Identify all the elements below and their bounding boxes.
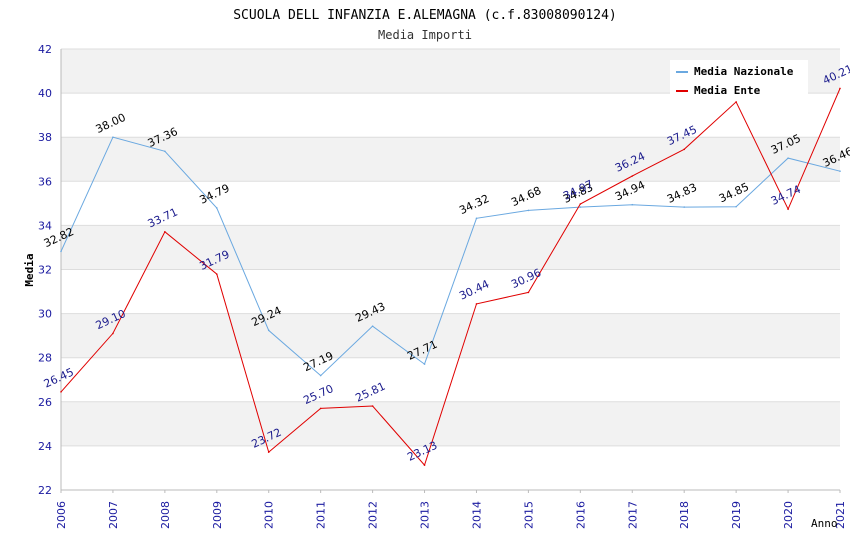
data-point (112, 332, 114, 335)
data-point (423, 464, 426, 466)
series-line-media-ente (60, 88, 841, 467)
data-label: 34.85 (717, 180, 751, 205)
y-tick-label: 34 (38, 219, 52, 232)
x-tick-label: 2013 (419, 501, 432, 529)
data-label: 34.68 (509, 184, 543, 209)
y-tick-label: 30 (38, 308, 52, 321)
grid-band (61, 225, 840, 270)
data-point (527, 291, 530, 294)
data-point (60, 250, 62, 253)
data-label: 26.45 (42, 366, 76, 391)
data-point (371, 325, 374, 327)
data-label: 25.81 (353, 380, 387, 405)
series-lines (60, 87, 841, 467)
data-point (423, 363, 426, 365)
legend-box (670, 60, 808, 96)
data-point (371, 405, 374, 407)
data-point (735, 205, 737, 208)
data-point (319, 407, 322, 410)
chart-subtitle: Media Importi (378, 28, 472, 42)
grid-bands (61, 49, 840, 446)
data-point (267, 451, 270, 453)
axes (60, 49, 841, 493)
data-point (735, 101, 737, 103)
x-tick-label: 2018 (678, 501, 691, 529)
data-point (216, 273, 218, 275)
legend: Media Nazionale Media Ente (670, 60, 808, 97)
grid-band (61, 401, 840, 446)
x-tick-label: 2007 (107, 501, 120, 529)
data-point (579, 203, 582, 205)
data-point (787, 208, 789, 210)
data-label: 34.83 (665, 181, 699, 206)
data-point (631, 203, 634, 206)
legend-label-media-ente: Media Ente (694, 84, 761, 97)
x-tick-labels: 2006 2007 2008 2009 2010 2011 2012 2013 2014 2015… (55, 501, 847, 529)
legend-label-media-nazionale: Media Nazionale (694, 65, 794, 78)
x-tick-label: 2016 (574, 501, 587, 529)
series-line-media-nazionale (60, 136, 841, 377)
grid-band (61, 313, 840, 358)
data-label: 34.94 (613, 178, 647, 203)
data-point (631, 175, 634, 177)
x-tick-label: 2021 (834, 501, 847, 529)
y-axis-label: Media (23, 253, 36, 286)
data-point (60, 391, 62, 393)
x-tick-label: 2015 (522, 501, 535, 529)
y-tick-label: 28 (38, 352, 52, 365)
data-point (787, 157, 789, 159)
x-tick-label: 2012 (367, 501, 380, 529)
x-tick-label: 2020 (782, 501, 795, 529)
y-tick-label: 38 (38, 131, 52, 144)
data-label: 30.44 (457, 278, 491, 303)
x-tick-label: 2008 (159, 501, 172, 529)
data-point (579, 206, 582, 208)
data-point (475, 217, 478, 220)
grid-band (61, 137, 840, 182)
y-tick-label: 32 (38, 264, 52, 277)
data-point (683, 206, 685, 208)
x-tick-label: 2017 (626, 501, 639, 529)
data-point (527, 209, 530, 212)
data-point (683, 148, 685, 151)
data-label: 38.00 (94, 111, 128, 136)
data-label: 34.79 (198, 182, 232, 207)
y-tick-label: 36 (38, 175, 52, 188)
y-tick-label: 40 (38, 87, 52, 100)
x-tick-label: 2019 (730, 501, 743, 529)
data-point (839, 87, 841, 90)
x-tick-label: 2010 (263, 501, 276, 529)
data-point (267, 329, 270, 332)
data-point (112, 136, 114, 138)
x-tick-label: 2009 (211, 501, 224, 529)
y-tick-labels: 22 24 26 28 30 32 34 36 38 40 42 (38, 43, 52, 497)
data-label: 34.32 (457, 192, 491, 217)
data-point (216, 207, 218, 209)
y-tick-label: 26 (38, 396, 52, 409)
data-point (475, 303, 478, 305)
data-point (164, 150, 166, 153)
data-point (319, 374, 322, 377)
data-point (839, 170, 841, 172)
x-tick-label: 2006 (55, 501, 68, 529)
y-tick-label: 24 (38, 440, 52, 453)
data-point (164, 230, 166, 233)
x-tick-label: 2011 (315, 501, 328, 529)
y-tick-label: 42 (38, 43, 52, 56)
x-axis-label: Anno (811, 517, 838, 530)
y-tick-label: 22 (38, 484, 52, 497)
x-tick-label: 2014 (470, 501, 483, 529)
chart-title: SCUOLA DELL INFANZIA E.ALEMAGNA (c.f.830… (233, 8, 617, 23)
